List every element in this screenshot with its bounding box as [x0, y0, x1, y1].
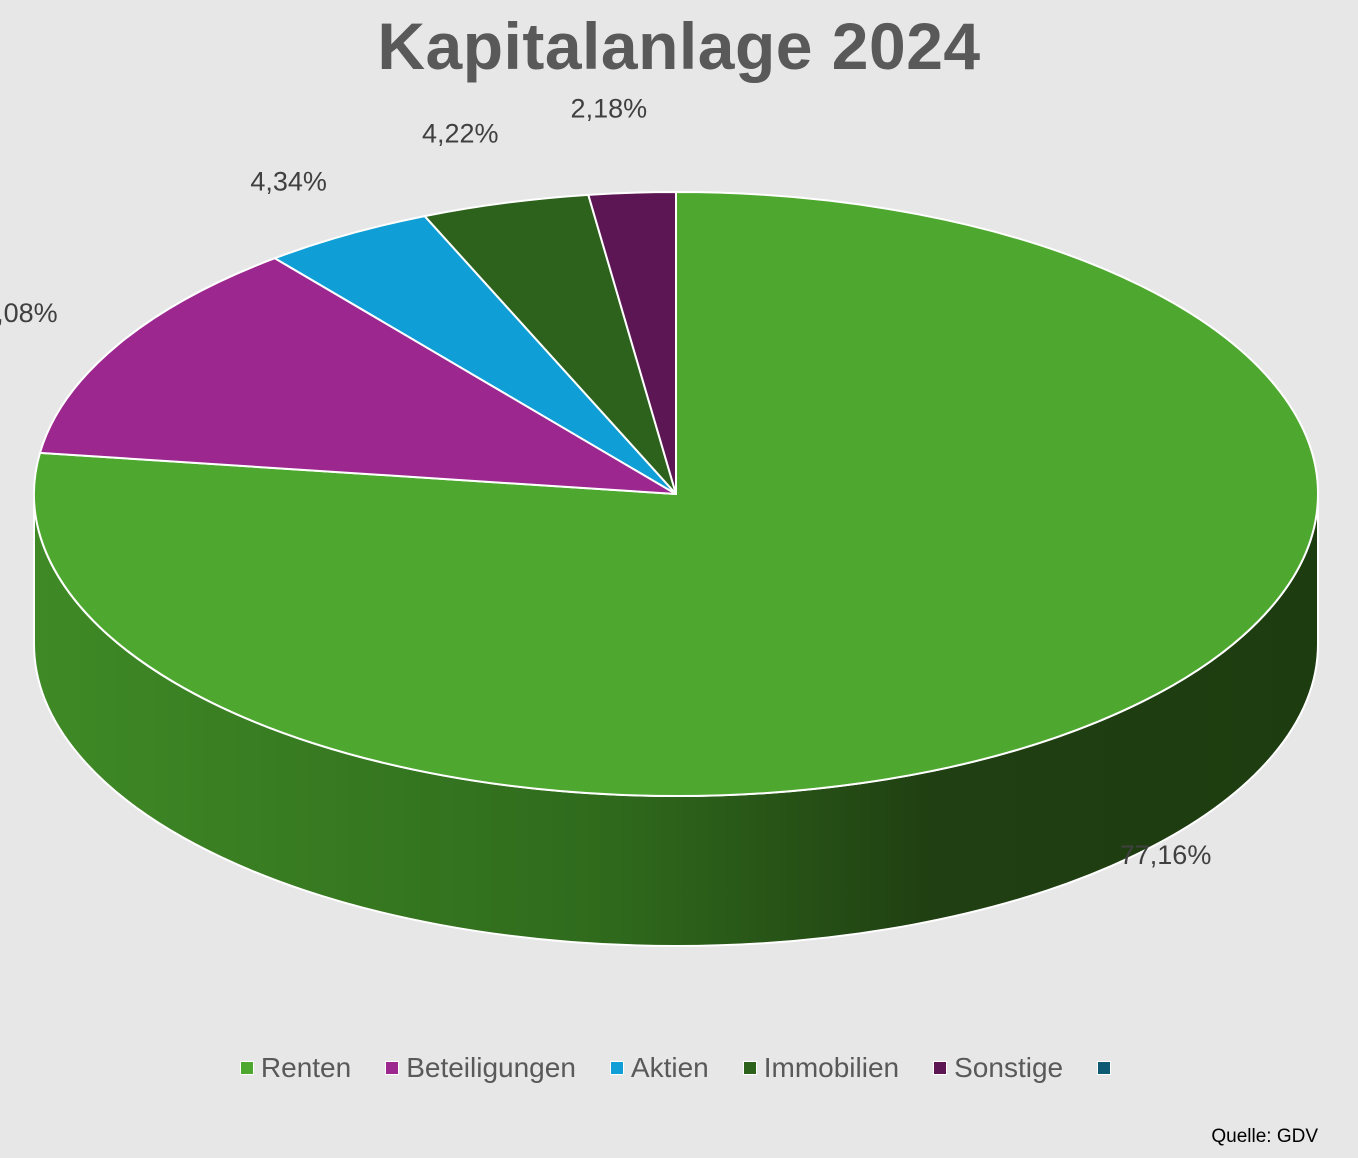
legend-label: Renten [260, 1052, 352, 1083]
legend-label: Aktien [630, 1052, 709, 1083]
legend-item-beteiligungen: Beteiligungen [385, 1052, 576, 1084]
legend-swatch [385, 1061, 400, 1075]
legend-swatch [933, 1061, 948, 1075]
data-label-immobilien: 4,22% [422, 119, 499, 149]
data-label-sonstige: 2,18% [571, 93, 648, 123]
pie-chart: 77,16% 12,08% 4,34% 4,22% 2,18% [0, 93, 1319, 947]
data-label-aktien: 4,34% [250, 166, 327, 196]
legend-swatch [609, 1061, 624, 1075]
legend-item-immobilien: Immobilien [742, 1052, 900, 1084]
legend-swatch [1097, 1061, 1112, 1075]
data-label-renten: 77,16% [1120, 840, 1212, 870]
chart-title: Kapitalanlage 2024 [377, 9, 981, 83]
legend-label: Beteiligungen [406, 1052, 576, 1083]
legend-item-sonstige: Sonstige [933, 1052, 1063, 1084]
legend-item-unnamed [1097, 1061, 1118, 1075]
legend-swatch [239, 1061, 254, 1075]
legend-label: Immobilien [763, 1052, 900, 1083]
pie-slice-aktien [273, 215, 677, 495]
pie-slice-sonstige [587, 191, 677, 495]
legend-item-renten: Renten [239, 1052, 352, 1084]
source-note: Quelle: GDV [1211, 1126, 1318, 1147]
legend-label: Sonstige [954, 1052, 1064, 1083]
legend-item-aktien: Aktien [609, 1052, 709, 1084]
data-label-beteiligungen: 12,08% [0, 298, 58, 328]
pie-slice-immobilien [423, 193, 677, 495]
legend-swatch [742, 1061, 757, 1075]
legend: Renten Beteiligungen Aktien Immobilien Sonst… [0, 1052, 1358, 1084]
pie-slice-beteiligungen [38, 257, 677, 495]
